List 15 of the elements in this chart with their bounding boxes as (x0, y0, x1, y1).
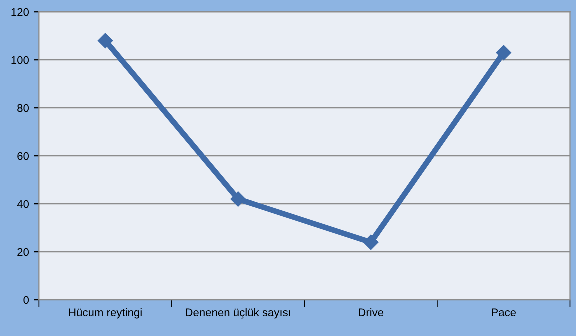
y-tick-label: 100 (12, 56, 30, 64)
y-tick-label: 120 (12, 8, 30, 16)
x-tick-label: Denenen üçlük sayısı (186, 308, 290, 319)
x-tick-label: Pace (492, 308, 516, 317)
x-tick-label: Hücum reytingi (69, 308, 142, 319)
y-tick-label: 40 (17, 200, 30, 208)
point (496, 45, 512, 60)
x-tick-label: Drive (359, 308, 384, 317)
y-tick-label: 0 (24, 296, 30, 304)
y-tick-label: 60 (18, 152, 30, 160)
point (98, 33, 114, 48)
point (230, 192, 246, 207)
y-tick-label: 80 (18, 104, 30, 112)
point (364, 234, 379, 250)
y-tick-label: 20 (18, 248, 30, 256)
